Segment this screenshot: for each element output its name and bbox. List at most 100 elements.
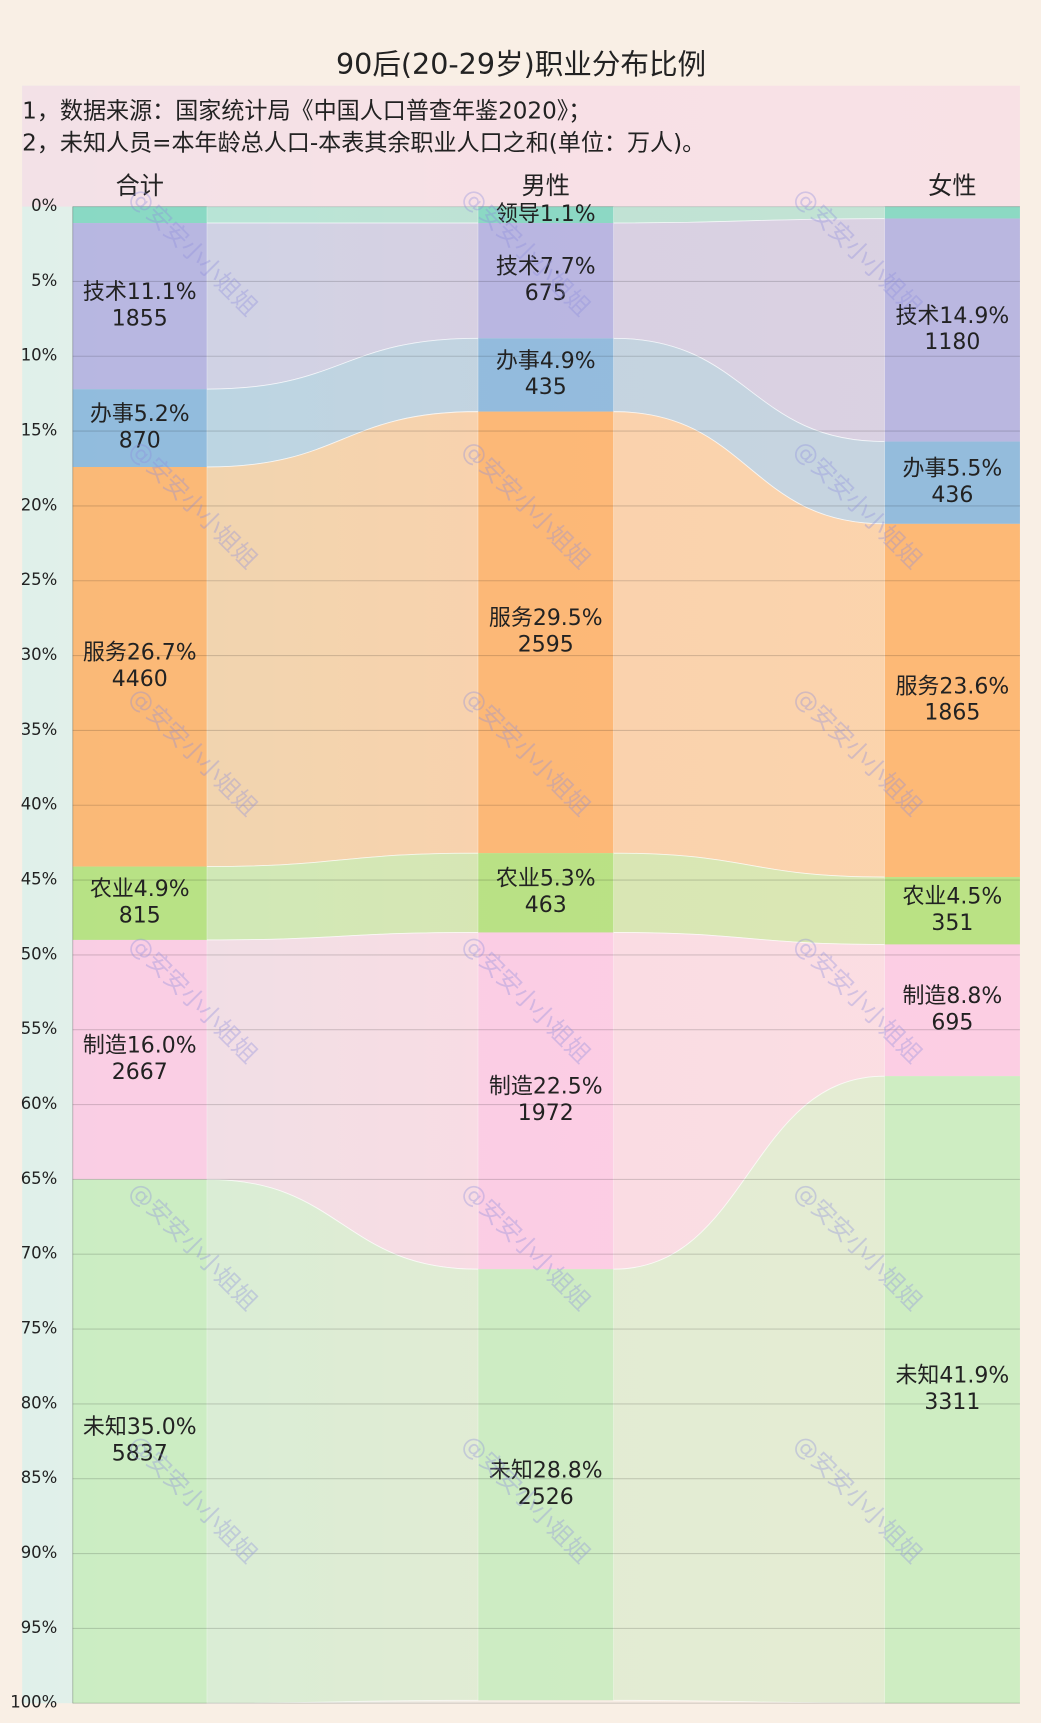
labels: 领导1.1%技术11.1%1855技术7.7%675技术14.9%1180办事5… <box>83 172 1009 1510</box>
bar-segment <box>884 523 1020 878</box>
count-label: 3311 <box>924 1390 980 1415</box>
count-label: 870 <box>119 428 161 453</box>
count-label: 815 <box>119 903 161 928</box>
bar-segment <box>478 338 614 412</box>
y-tick-label: 80% <box>21 1393 58 1412</box>
data-label: 办事5.2% <box>90 402 190 427</box>
value-label: 1.1% <box>540 202 596 227</box>
bar-segment <box>884 944 1020 1077</box>
value-label: 5.3% <box>540 867 596 892</box>
bar-segment <box>72 466 207 867</box>
value-label: 5.5% <box>946 457 1002 482</box>
bar-segment <box>884 1076 1020 1704</box>
bar-segment <box>478 932 614 1270</box>
value-label: 7.7% <box>540 254 596 279</box>
bar-segment <box>478 411 614 854</box>
value-label: 11.1% <box>127 280 197 305</box>
data-label: 农业4.5% <box>902 885 1002 910</box>
value-label: 29.5% <box>533 606 603 631</box>
data-label: 技术11.1% <box>83 280 197 305</box>
flow <box>206 852 479 941</box>
y-tick-label: 95% <box>21 1618 58 1637</box>
chart-title: 90后(20-29岁)职业分布比例 <box>336 47 706 81</box>
series-name: 技术 <box>83 280 127 305</box>
y-tick-label: 65% <box>21 1169 58 1188</box>
count-label: 2526 <box>518 1485 574 1510</box>
value-label: 14.9% <box>939 304 1009 329</box>
data-label: 未知35.0% <box>83 1415 197 1440</box>
y-tick-label: 35% <box>21 720 58 739</box>
y-tick-label: 30% <box>21 645 58 664</box>
data-label: 制造16.0% <box>83 1033 197 1058</box>
bar-segment <box>478 206 614 224</box>
y-tick-label: 85% <box>21 1468 58 1487</box>
grid: 0% 5% 10% 15% 20% 25% 30% 35% 40% 45% 50% 55% 60% 65%… <box>10 196 1020 1712</box>
count-label: 695 <box>931 1010 973 1035</box>
series-name: 制造 <box>489 1075 533 1100</box>
count-label: 436 <box>931 483 973 508</box>
y-tick-label: 20% <box>21 495 58 514</box>
y-tick-label: 15% <box>21 421 58 440</box>
y-tick-label: 25% <box>21 570 58 589</box>
data-label: 未知28.8% <box>489 1459 603 1484</box>
y-tick-label: 70% <box>21 1244 58 1263</box>
data-label: 未知41.9% <box>895 1363 1009 1388</box>
data-label: 技术14.9% <box>895 304 1009 329</box>
notes-background <box>22 85 1020 207</box>
bar-segment <box>478 853 614 933</box>
y-tick-label: 100% <box>10 1693 57 1712</box>
series-name: 制造 <box>902 984 946 1009</box>
series-name: 服务 <box>489 606 533 631</box>
bar-segment <box>884 206 1020 219</box>
count-label: 675 <box>525 281 567 306</box>
series-name: 农业 <box>496 867 540 892</box>
columns <box>72 206 1020 1704</box>
count-label: 435 <box>525 375 567 400</box>
y-tick-label: 10% <box>21 346 58 365</box>
column-header: 合计 <box>116 172 164 200</box>
bar-segment <box>72 223 207 390</box>
value-label: 4.5% <box>946 885 1002 910</box>
data-label: 服务29.5% <box>489 606 603 631</box>
bar-segment <box>884 441 1020 524</box>
series-name: 办事 <box>902 457 946 482</box>
count-label: 351 <box>931 911 973 936</box>
series-name: 制造 <box>83 1033 127 1058</box>
series-name: 领导 <box>496 202 540 227</box>
y-tick-label: 40% <box>21 795 58 814</box>
series-name: 办事 <box>496 349 540 374</box>
y-tick-label: 50% <box>21 944 58 963</box>
data-label: 制造8.8% <box>902 984 1002 1009</box>
flow <box>206 206 479 224</box>
count-label: 463 <box>525 893 567 918</box>
count-label: 1865 <box>924 701 980 726</box>
count-label: 1855 <box>112 306 168 331</box>
series-name: 服务 <box>83 641 127 666</box>
data-label: 服务26.7% <box>83 641 197 666</box>
bar-segment <box>478 223 614 339</box>
series-name: 技术 <box>496 254 540 279</box>
bar-segment <box>884 877 1020 945</box>
flow <box>206 1178 479 1704</box>
value-label: 35.0% <box>127 1415 197 1440</box>
note: 1，数据来源：国家统计局《中国人口普查年鉴2020》； <box>22 99 591 125</box>
data-label: 技术7.7% <box>496 254 596 279</box>
count-label: 4460 <box>112 667 168 692</box>
y-tick-label: 55% <box>21 1019 58 1038</box>
count-label: 5837 <box>112 1441 168 1466</box>
value-label: 23.6% <box>939 674 1009 699</box>
y-tick-label: 75% <box>21 1319 58 1338</box>
series-name: 未知 <box>895 1363 939 1388</box>
value-label: 5.2% <box>134 402 190 427</box>
bar-segment <box>72 206 207 224</box>
data-label: 农业5.3% <box>496 867 596 892</box>
series-name: 技术 <box>895 304 939 329</box>
value-label: 22.5% <box>533 1075 603 1100</box>
bar-segment <box>478 1269 614 1701</box>
data-label: 办事5.5% <box>902 457 1002 482</box>
data-label: 领导1.1% <box>496 202 596 227</box>
data-label: 农业4.9% <box>90 877 190 902</box>
column-header: 女性 <box>928 172 976 200</box>
y-tick-label: 0% <box>31 196 57 215</box>
count-label: 2667 <box>112 1060 168 1085</box>
